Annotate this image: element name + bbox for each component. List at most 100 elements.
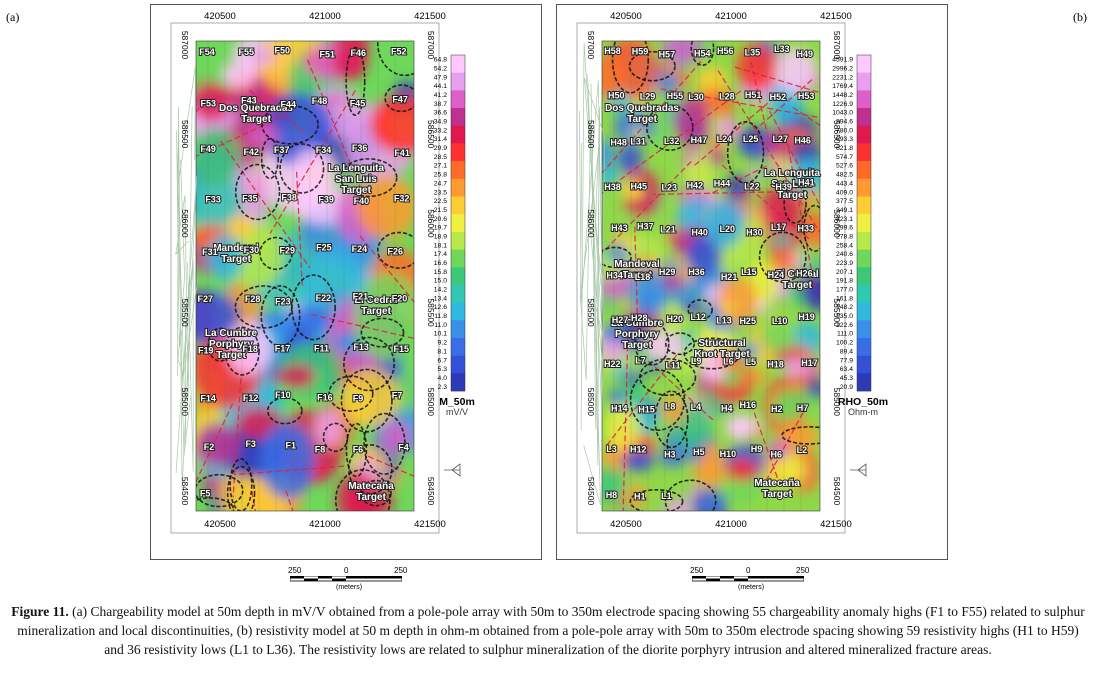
anomaly-label: H33: [798, 224, 815, 234]
anomaly-label: F49: [200, 144, 216, 154]
colorbar-tick-label: 54.2: [434, 65, 447, 72]
colorbar-swatch: [857, 320, 871, 330]
anomaly-label: L1: [661, 491, 672, 501]
colorbar-tick-label: 45.3: [840, 375, 853, 382]
target-label: Dos Quebradas Target: [605, 103, 679, 125]
colorbar-tick-label: 100.2: [836, 340, 853, 347]
anomaly-label: H55: [667, 91, 684, 101]
colorbar-swatch: [857, 223, 871, 233]
anomaly-label: H58: [604, 46, 621, 56]
colorbar-swatch: [451, 276, 465, 286]
colorbar-tick-label: 36.6: [434, 110, 447, 117]
anomaly-label: H17: [801, 358, 818, 368]
colorbar-tick-label: 693.3: [836, 136, 853, 143]
scale-label-right: 250: [394, 566, 408, 575]
anomaly-label: F25: [316, 242, 332, 252]
colorbar-swatch: [857, 152, 871, 162]
colorbar-tick-label: 349.1: [836, 207, 853, 214]
colorbar-tick-label: 191.8: [836, 278, 853, 285]
target-label: La Cumbre Porphyry Target: [205, 328, 258, 361]
colorbar-swatch: [451, 205, 465, 215]
anomaly-label: F40: [354, 196, 370, 206]
colorbar-tick-label: 527.6: [836, 163, 853, 170]
colorbar-swatch: [857, 364, 871, 374]
colorbar-tick-label: 10.1: [434, 331, 447, 338]
colorbar-tick-label: 148.2: [836, 304, 853, 311]
anomaly-label: F11: [314, 343, 329, 353]
anomaly-label: F8: [315, 444, 326, 454]
colorbar-swatch: [451, 373, 465, 383]
anomaly-label: F30: [244, 245, 260, 255]
anomaly-label: H1: [634, 491, 646, 501]
colorbar-swatch: [857, 108, 871, 118]
panel-tag-b: (b): [1073, 10, 1087, 24]
anomaly-label: H48: [610, 138, 627, 148]
colorbar-tick-label: 6.7: [438, 357, 448, 364]
colorbar-tick-label: 1448.2: [832, 92, 853, 99]
anomaly-label: H44: [714, 178, 731, 188]
y-tick-left-label: 585500: [586, 298, 596, 327]
anomaly-label: H5: [693, 447, 705, 457]
map-frame-resistivity: 420500 421000 421500 420500 421000 421500 5870…: [556, 4, 948, 560]
anomaly-label: H29: [659, 267, 676, 277]
anomaly-label: F26: [387, 246, 403, 256]
colorbar-tick-label: 894.6: [836, 119, 853, 126]
anomaly-label: F55: [238, 47, 254, 57]
colorbar-swatch: [451, 169, 465, 180]
anomaly-label: F9: [353, 394, 364, 404]
anomaly-label: H53: [798, 91, 815, 101]
colorbar-tick-label: 11.0: [434, 322, 447, 329]
colorbar-tick-label: 258.4: [836, 242, 853, 249]
anomaly-label: F24: [352, 244, 368, 254]
colorbar-tick-label: 9.2: [438, 340, 448, 347]
x-tick-bottom-label: 420500: [610, 519, 642, 530]
anomaly-label: F19: [198, 345, 214, 355]
colorbar-swatch: [857, 178, 871, 188]
colorbar-swatch: [857, 169, 871, 180]
anomaly-label: F38: [281, 192, 297, 202]
anomaly-label: F50: [275, 45, 291, 55]
anomaly-label: L15: [741, 267, 757, 277]
colorbar-swatch: [451, 152, 465, 162]
scale-label-right: 250: [796, 566, 810, 575]
anomaly-label: H45: [630, 181, 647, 191]
anomaly-label: L20: [719, 224, 735, 234]
anomaly-label: F18: [242, 344, 258, 354]
x-tick-bottom-label: 421000: [309, 519, 341, 530]
colorbar-tick-label: 8.1: [438, 348, 448, 355]
colorbar-swatch: [857, 276, 871, 286]
colorbar-swatch: [857, 249, 871, 259]
colorbar-tick-label: 41.2: [434, 92, 447, 99]
colorbar-swatch: [857, 205, 871, 215]
colorbar-swatch: [451, 72, 465, 82]
y-tick-right-label: 587000: [832, 31, 842, 60]
anomaly-label: F4: [398, 443, 409, 453]
colorbar-swatch: [451, 249, 465, 259]
colorbar-swatch: [857, 355, 871, 365]
colorbar-swatch: [857, 55, 871, 65]
colorbar-tick-label: 18.9: [434, 233, 447, 240]
anomaly-label: H3: [664, 449, 676, 459]
map-raster: [196, 41, 414, 511]
target-label: La Lenguita San Luis Target: [328, 163, 385, 196]
x-tick-top-label: 421000: [309, 11, 341, 22]
x-tick-top-label: 421000: [715, 11, 747, 22]
colorbar-tick-label: 621.8: [836, 145, 853, 152]
colorbar-tick-label: 89.4: [840, 348, 853, 355]
anomaly-label: F29: [280, 246, 296, 256]
colorbar-unit: mV/V: [446, 407, 468, 417]
colorbar-tick-label: 18.1: [434, 242, 447, 249]
colorbar-tick-label: 2.3: [438, 384, 448, 391]
map-canvas: 420500 421000 421500 420500 421000 421500 5870…: [170, 11, 475, 534]
colorbar-tick-label: 240.6: [836, 251, 853, 258]
colorbar-swatch: [451, 320, 465, 330]
colorbar-swatch: [451, 134, 465, 144]
anomaly-label: H34: [606, 271, 623, 281]
colorbar-tick-label: 27.1: [434, 163, 447, 170]
colorbar-tick-label: 223.9: [836, 260, 853, 267]
anomaly-label: H16: [739, 400, 756, 410]
anomaly-label: L29: [640, 91, 656, 101]
anomaly-label: H21: [721, 272, 738, 282]
colorbar-tick-label: 29.9: [434, 145, 447, 152]
anomaly-label: F43: [241, 95, 257, 105]
